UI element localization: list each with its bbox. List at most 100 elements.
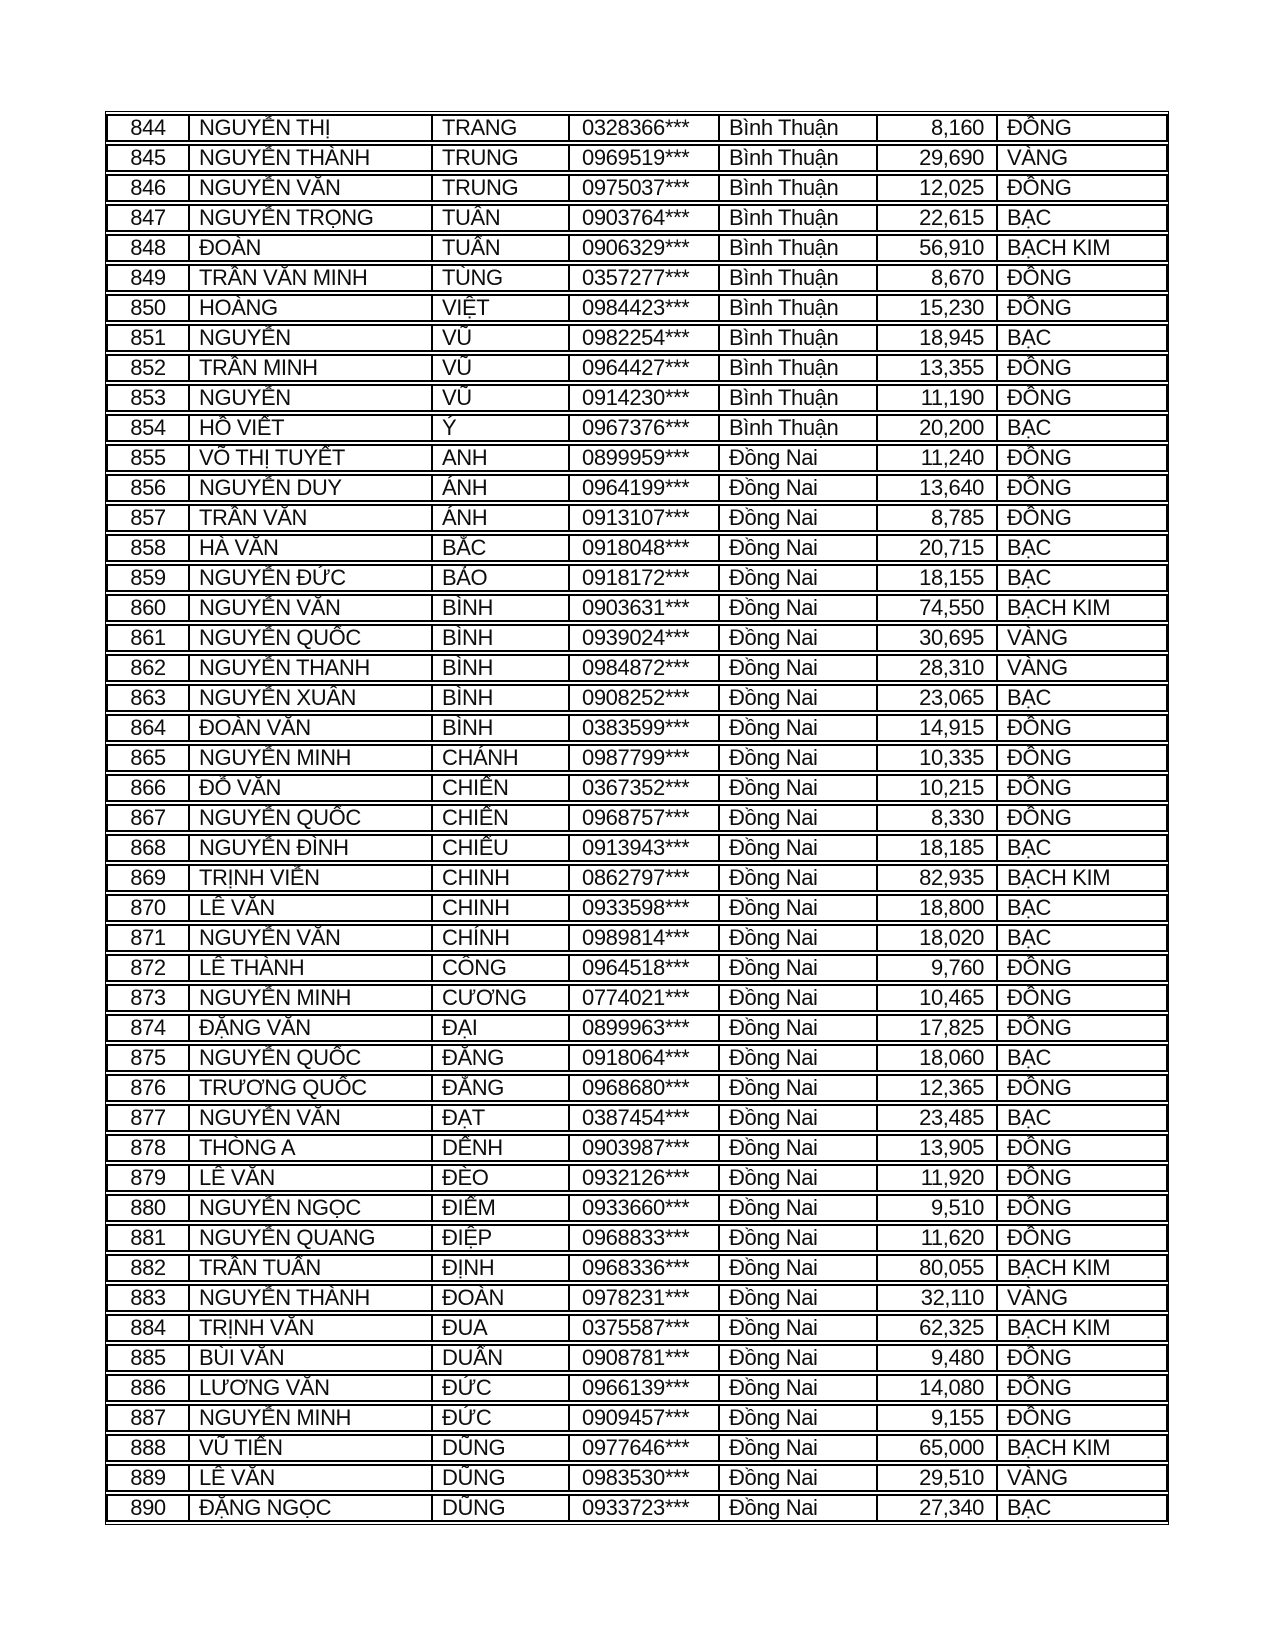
table-row: 851 NGUYỄN VŨ 0982254*** Bình Thuận 18,9…	[106, 324, 1168, 352]
cell-first-name: BÌNH	[431, 684, 568, 712]
cell-first-name: BÌNH	[431, 624, 568, 652]
table-row: 864 ĐOÀN VĂN BÌNH 0383599*** Đồng Nai 14…	[106, 714, 1168, 742]
cell-row-number: 853	[106, 384, 188, 412]
cell-row-number: 844	[106, 114, 188, 142]
cell-phone-masked: 0933598***	[568, 894, 718, 922]
table-row: 860 NGUYỄN VĂN BÌNH 0903631*** Đồng Nai …	[106, 594, 1168, 622]
cell-points: 14,915	[876, 714, 996, 742]
cell-province: Đồng Nai	[718, 1044, 876, 1072]
cell-province: Đồng Nai	[718, 1224, 876, 1252]
cell-last-middle-name: THÒNG A	[188, 1134, 431, 1162]
cell-row-number: 883	[106, 1284, 188, 1312]
cell-first-name: ĐẠI	[431, 1014, 568, 1042]
cell-points: 18,185	[876, 834, 996, 862]
table-row: 850 HOÀNG VIỆT 0984423*** Bình Thuận 15,…	[106, 294, 1168, 322]
table-row: 876 TRƯƠNG QUỐC ĐẲNG 0968680*** Đồng Nai…	[106, 1074, 1168, 1102]
cell-province: Đồng Nai	[718, 564, 876, 592]
cell-tier: ĐỒNG	[996, 354, 1168, 382]
cell-points: 12,365	[876, 1074, 996, 1102]
cell-phone-masked: 0357277***	[568, 264, 718, 292]
cell-row-number: 847	[106, 204, 188, 232]
cell-last-middle-name: VÕ THỊ TUYẾT	[188, 444, 431, 472]
cell-first-name: BÌNH	[431, 714, 568, 742]
cell-first-name: ĐỨC	[431, 1404, 568, 1432]
cell-phone-masked: 0984872***	[568, 654, 718, 682]
cell-tier: ĐỒNG	[996, 1194, 1168, 1222]
cell-phone-masked: 0933723***	[568, 1494, 718, 1522]
cell-province: Đồng Nai	[718, 864, 876, 892]
cell-first-name: ĐẲNG	[431, 1074, 568, 1102]
cell-row-number: 862	[106, 654, 188, 682]
cell-row-number: 857	[106, 504, 188, 532]
cell-first-name: CHIẾN	[431, 804, 568, 832]
cell-points: 10,335	[876, 744, 996, 772]
cell-tier: ĐỒNG	[996, 1164, 1168, 1192]
cell-points: 29,510	[876, 1464, 996, 1492]
cell-province: Đồng Nai	[718, 1014, 876, 1042]
cell-tier: ĐỒNG	[996, 714, 1168, 742]
cell-row-number: 890	[106, 1494, 188, 1522]
cell-province: Đồng Nai	[718, 774, 876, 802]
cell-province: Đồng Nai	[718, 804, 876, 832]
table-row: 885 BÙI VĂN DUẨN 0908781*** Đồng Nai 9,4…	[106, 1344, 1168, 1372]
cell-points: 8,785	[876, 504, 996, 532]
cell-first-name: TÙNG	[431, 264, 568, 292]
cell-province: Đồng Nai	[718, 1074, 876, 1102]
table-row: 880 NGUYỄN NGỌC ĐIỂM 0933660*** Đồng Nai…	[106, 1194, 1168, 1222]
cell-tier: ĐỒNG	[996, 1224, 1168, 1252]
cell-phone-masked: 0913943***	[568, 834, 718, 862]
cell-province: Đồng Nai	[718, 1344, 876, 1372]
cell-points: 11,240	[876, 444, 996, 472]
cell-row-number: 858	[106, 534, 188, 562]
cell-row-number: 865	[106, 744, 188, 772]
cell-phone-masked: 0899959***	[568, 444, 718, 472]
cell-first-name: CHÍNH	[431, 924, 568, 952]
table-row: 852 TRẦN MINH VŨ 0964427*** Bình Thuận 1…	[106, 354, 1168, 382]
cell-row-number: 851	[106, 324, 188, 352]
cell-row-number: 870	[106, 894, 188, 922]
cell-row-number: 888	[106, 1434, 188, 1462]
cell-tier: BẠCH KIM	[996, 864, 1168, 892]
cell-tier: VÀNG	[996, 654, 1168, 682]
cell-phone-masked: 0899963***	[568, 1014, 718, 1042]
cell-last-middle-name: LÊ VĂN	[188, 1464, 431, 1492]
cell-first-name: ANH	[431, 444, 568, 472]
cell-province: Đồng Nai	[718, 474, 876, 502]
cell-points: 18,020	[876, 924, 996, 952]
cell-first-name: VŨ	[431, 354, 568, 382]
cell-points: 28,310	[876, 654, 996, 682]
cell-points: 12,025	[876, 174, 996, 202]
cell-phone-masked: 0964427***	[568, 354, 718, 382]
table-row: 858 HÀ VĂN BẮC 0918048*** Đồng Nai 20,71…	[106, 534, 1168, 562]
cell-row-number: 860	[106, 594, 188, 622]
cell-phone-masked: 0908781***	[568, 1344, 718, 1372]
cell-province: Đồng Nai	[718, 444, 876, 472]
cell-row-number: 861	[106, 624, 188, 652]
cell-last-middle-name: ĐOÀN VĂN	[188, 714, 431, 742]
cell-first-name: BÌNH	[431, 594, 568, 622]
cell-tier: BẠC	[996, 324, 1168, 352]
cell-first-name: ĐUA	[431, 1314, 568, 1342]
cell-province: Đồng Nai	[718, 834, 876, 862]
table-row: 881 NGUYỄN QUANG ĐIỆP 0968833*** Đồng Na…	[106, 1224, 1168, 1252]
cell-points: 18,155	[876, 564, 996, 592]
cell-first-name: TUÂN	[431, 204, 568, 232]
cell-points: 20,200	[876, 414, 996, 442]
cell-row-number: 882	[106, 1254, 188, 1282]
cell-tier: ĐỒNG	[996, 504, 1168, 532]
cell-last-middle-name: HOÀNG	[188, 294, 431, 322]
member-list-table: 844 NGUYỄN THỊ TRANG 0328366*** Bình Thu…	[105, 111, 1169, 1525]
cell-phone-masked: 0932126***	[568, 1164, 718, 1192]
cell-tier: BẠC	[996, 564, 1168, 592]
cell-phone-masked: 0968680***	[568, 1074, 718, 1102]
cell-tier: BẠC	[996, 534, 1168, 562]
cell-province: Đồng Nai	[718, 654, 876, 682]
cell-phone-masked: 0909457***	[568, 1404, 718, 1432]
cell-points: 10,465	[876, 984, 996, 1012]
cell-tier: ĐỒNG	[996, 264, 1168, 292]
table-row: 889 LÊ VĂN DŨNG 0983530*** Đồng Nai 29,5…	[106, 1464, 1168, 1492]
cell-row-number: 868	[106, 834, 188, 862]
table-row: 865 NGUYỄN MINH CHÁNH 0987799*** Đồng Na…	[106, 744, 1168, 772]
cell-last-middle-name: NGUYỄN VĂN	[188, 174, 431, 202]
cell-first-name: DŨNG	[431, 1494, 568, 1522]
